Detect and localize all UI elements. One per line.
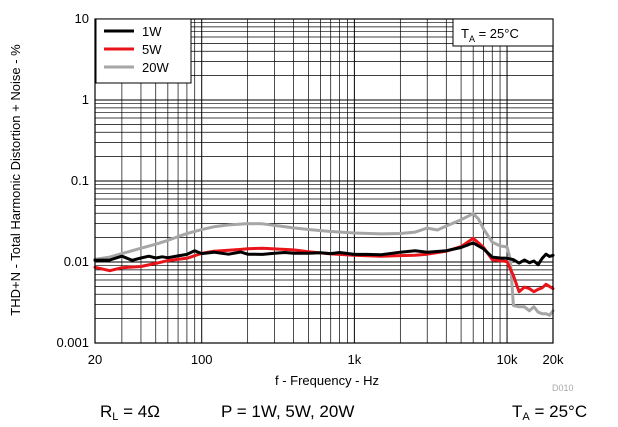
annotation-main: T <box>461 26 469 41</box>
figure-code: D010 <box>552 383 574 393</box>
temperature-annotation-box <box>452 18 554 47</box>
y-tick-label: 0.001 <box>56 335 89 350</box>
series-line-20w <box>93 212 555 317</box>
x-tick-label: 100 <box>191 352 213 367</box>
y-axis-label: THD+N - Total Harmonic Distortion + Nois… <box>8 44 23 316</box>
x-tick-label: 20 <box>88 352 102 367</box>
y-tick-label: 0.1 <box>71 173 89 188</box>
legend: 1W 5W 20W <box>95 18 192 84</box>
caption-load-main: R <box>100 402 113 421</box>
plot-frame <box>94 18 554 344</box>
legend-label-5w: 5W <box>142 42 162 57</box>
legend-label-20w: 20W <box>142 60 169 75</box>
annotation-sub: A <box>469 34 475 44</box>
x-tick-label: 20k <box>543 352 564 367</box>
series-line-5w <box>93 236 555 294</box>
y-tick-label: 1 <box>82 92 89 107</box>
x-tick-label: 1k <box>348 352 362 367</box>
svg-text:TA = 25°C: TA = 25°C <box>461 26 519 44</box>
y-tick-labels: 0.001 0.01 0.1 1 10 <box>56 11 89 350</box>
caption-temperature-sub: A <box>522 411 530 423</box>
caption-temperature: TA = 25°C <box>512 402 587 423</box>
series-line-1w <box>93 241 555 267</box>
caption-load-sub: L <box>112 411 119 423</box>
caption-load-rest: = 4Ω <box>118 402 160 421</box>
caption-temperature-rest: = 25°C <box>529 402 588 421</box>
caption-power: P = 1W, 5W, 20W <box>221 402 355 421</box>
series-lines <box>93 212 555 317</box>
legend-label-1w: 1W <box>142 24 162 39</box>
x-tick-labels: 20 100 1k 10k 20k <box>88 352 564 367</box>
x-tick-label: 10k <box>497 352 518 367</box>
x-axis-label: f - Frequency - Hz <box>275 373 379 388</box>
y-tick-label: 10 <box>75 11 89 26</box>
major-gridlines <box>95 19 553 343</box>
annotation-rest: = 25°C <box>475 26 519 41</box>
temperature-annotation: TA = 25°C <box>452 18 554 47</box>
y-tick-label: 0.01 <box>64 254 89 269</box>
caption-load: RL = 4Ω <box>100 402 160 423</box>
caption-temperature-main: T <box>512 402 523 421</box>
thd-vs-frequency-chart: 20 100 1k 10k 20k 0.001 0.01 0.1 1 10 f - Freque… <box>8 11 564 388</box>
